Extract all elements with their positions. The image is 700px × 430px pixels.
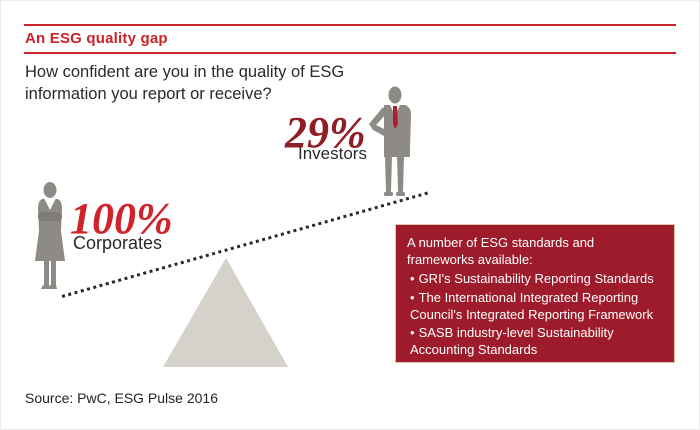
info-box-intro: A number of ESG standards and frameworks… — [407, 235, 595, 267]
esg-standards-info-box: A number of ESG standards and frameworks… — [395, 224, 675, 363]
bullet-icon: • — [410, 289, 415, 305]
businessman-silhouette-icon — [365, 86, 421, 198]
bullet-text-sasb: SASB industry-level Sustainability Accou… — [410, 325, 614, 358]
bullet-text-iirc: The International Integrated Reporting C… — [410, 289, 654, 322]
corporates-label: Corporates — [73, 233, 163, 253]
fulcrum-triangle — [163, 258, 288, 367]
title-underline-rule — [24, 52, 676, 54]
list-item: • GRI's Sustainability Reporting Standard… — [407, 271, 663, 288]
top-rule — [24, 24, 676, 26]
investors-label: Investors — [298, 144, 367, 163]
source-citation: Source: PwC, ESG Pulse 2016 — [25, 390, 218, 406]
investors-percentage: 29% — [285, 108, 366, 157]
list-item: • The International Integrated Reporting … — [407, 290, 663, 324]
list-item: • SASB industry-level Sustainability Acco… — [407, 325, 663, 359]
bullet-text-gri: GRI's Sustainability Reporting Standards — [418, 270, 654, 286]
survey-question: How confident are you in the quality of … — [25, 63, 345, 103]
bullet-icon: • — [410, 325, 415, 341]
bullet-icon: • — [410, 270, 415, 286]
page-title: An ESG quality gap — [25, 30, 168, 47]
businesswoman-silhouette-icon — [30, 181, 70, 293]
corporates-percentage: 100% — [70, 194, 173, 243]
